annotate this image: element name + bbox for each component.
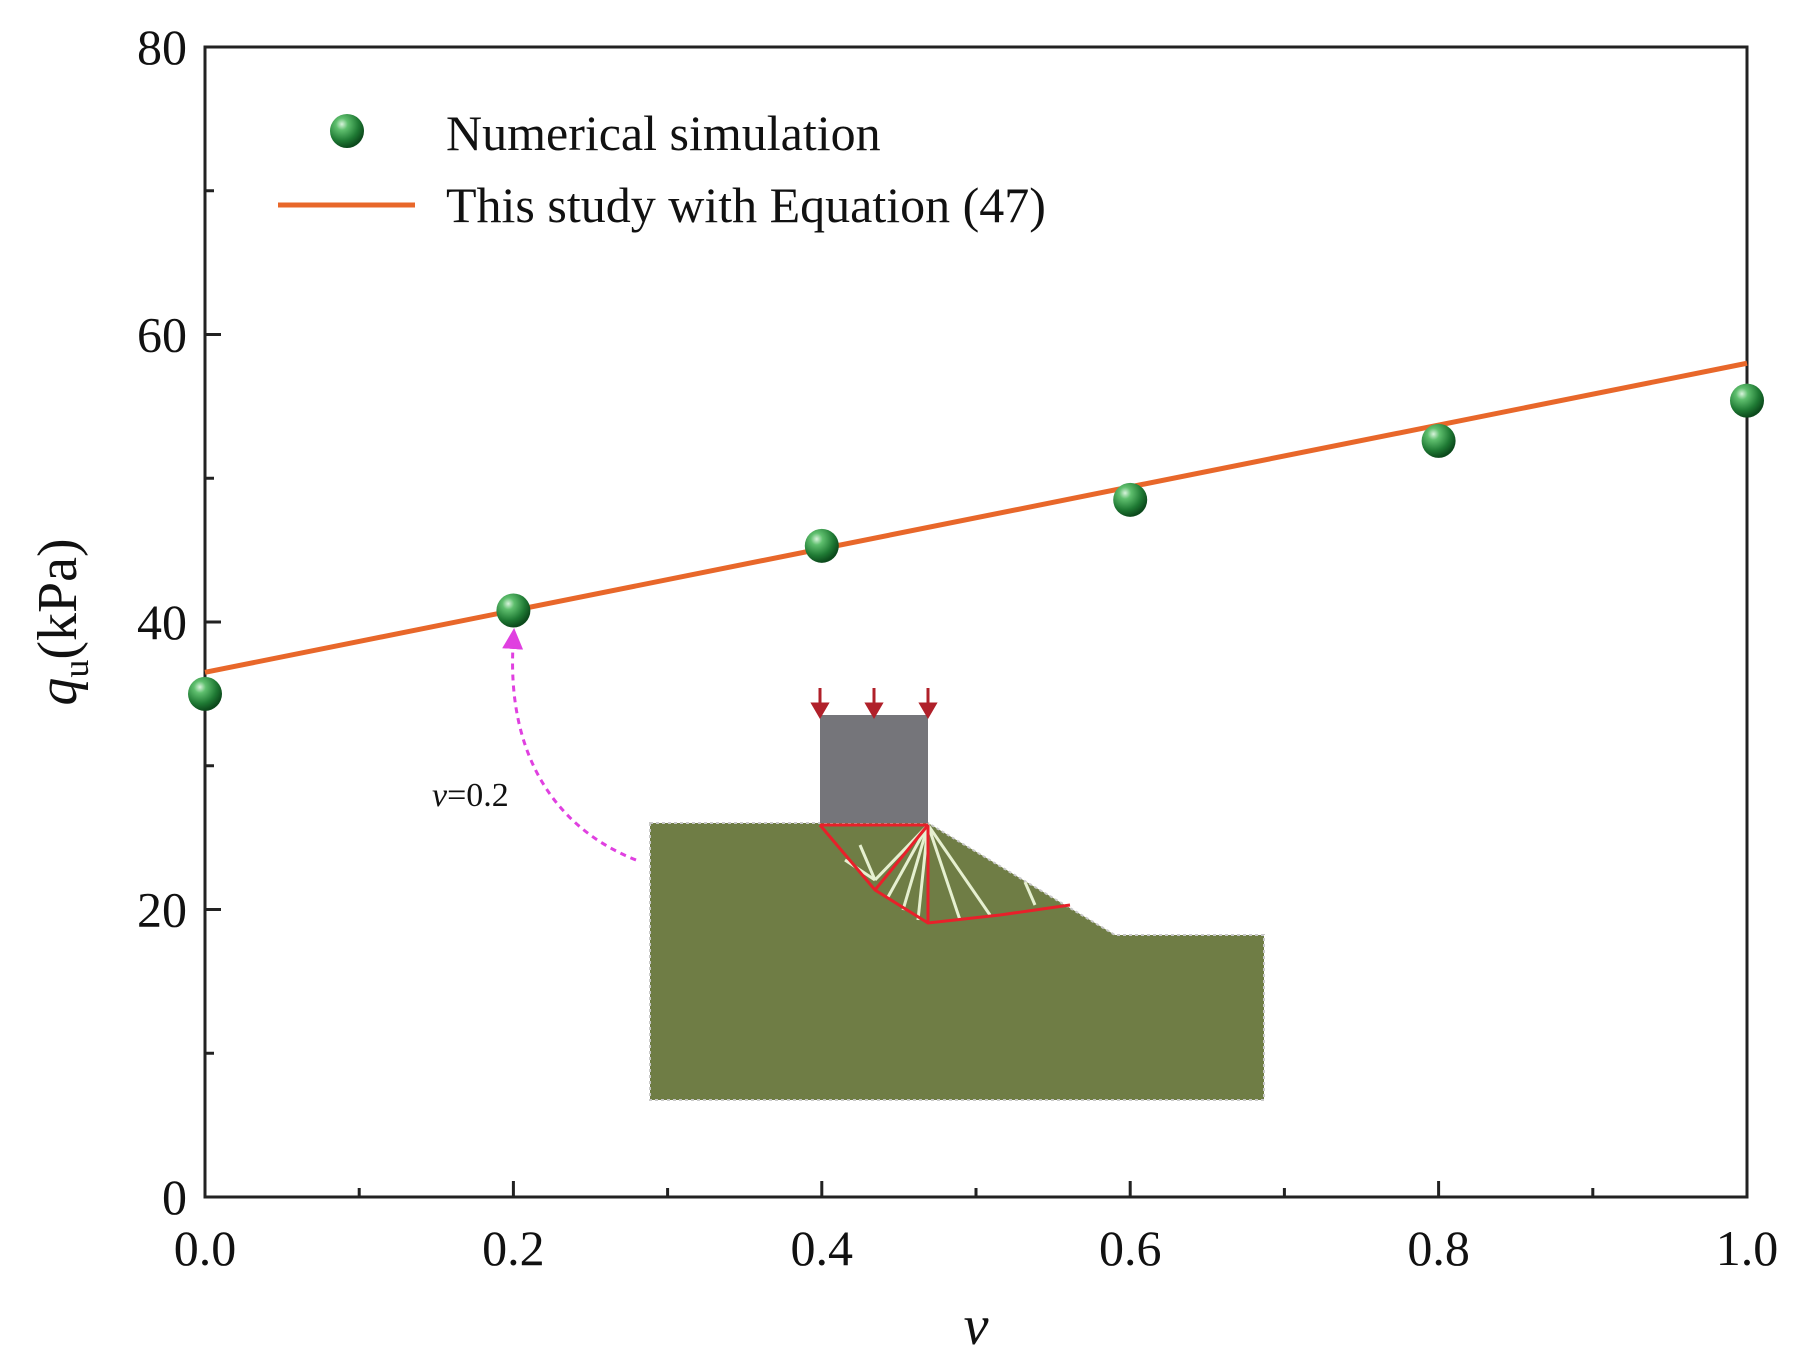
y-tick-label: 40: [137, 594, 187, 650]
x-tick-label: 0.0: [174, 1220, 237, 1276]
data-point: [1113, 482, 1148, 517]
x-axis-title: v: [964, 1295, 989, 1357]
legend: Numerical simulation This study with Equ…: [278, 105, 1046, 233]
data-point: [1421, 423, 1456, 458]
y-axis-title-sub: u: [56, 660, 96, 678]
y-tick-label: 20: [137, 882, 187, 938]
inset-failure-mechanism: [818, 823, 1071, 925]
y-tick-label: 60: [137, 307, 187, 363]
annotation-label: v=0.2: [432, 777, 509, 814]
y-axis-title-main: q: [27, 678, 89, 706]
y-axis-title-unit: (kPa): [27, 538, 89, 659]
series-numerical-points: [188, 383, 1764, 711]
legend-label-numerical: Numerical simulation: [446, 105, 881, 161]
x-tick-label: 0.6: [1099, 1220, 1162, 1276]
equation-line: [204, 360, 1748, 675]
legend-marker-numerical: [330, 114, 364, 148]
y-tick-label: 0: [162, 1169, 187, 1225]
inset-footing: [820, 715, 928, 823]
inset-schematic: [649, 688, 1265, 1101]
x-tick-label: 0.8: [1407, 1220, 1470, 1276]
legend-label-equation: This study with Equation (47): [446, 177, 1046, 233]
x-tick-label: 0.4: [791, 1220, 854, 1276]
data-point: [1730, 383, 1764, 418]
annotation-v-0-2: v=0.2: [432, 628, 637, 862]
data-point: [496, 593, 531, 628]
x-tick-label: 1.0: [1716, 1220, 1779, 1276]
y-axis-ticks: 0 20 40 60 80: [137, 19, 221, 1225]
data-point: [804, 528, 839, 563]
series-equation-line: [204, 360, 1748, 675]
x-tick-label: 0.2: [482, 1220, 545, 1276]
inset-load-arrows: [810, 688, 938, 719]
y-tick-label: 80: [137, 19, 187, 75]
x-axis-ticks: 0.0 0.2 0.4 0.6 0.8 1.0: [174, 1181, 1779, 1276]
svg-text:qu(kPa): qu(kPa): [27, 538, 96, 705]
annotation-arrow: [502, 628, 637, 862]
data-point: [188, 676, 222, 711]
y-axis-title: qu(kPa): [27, 538, 96, 705]
